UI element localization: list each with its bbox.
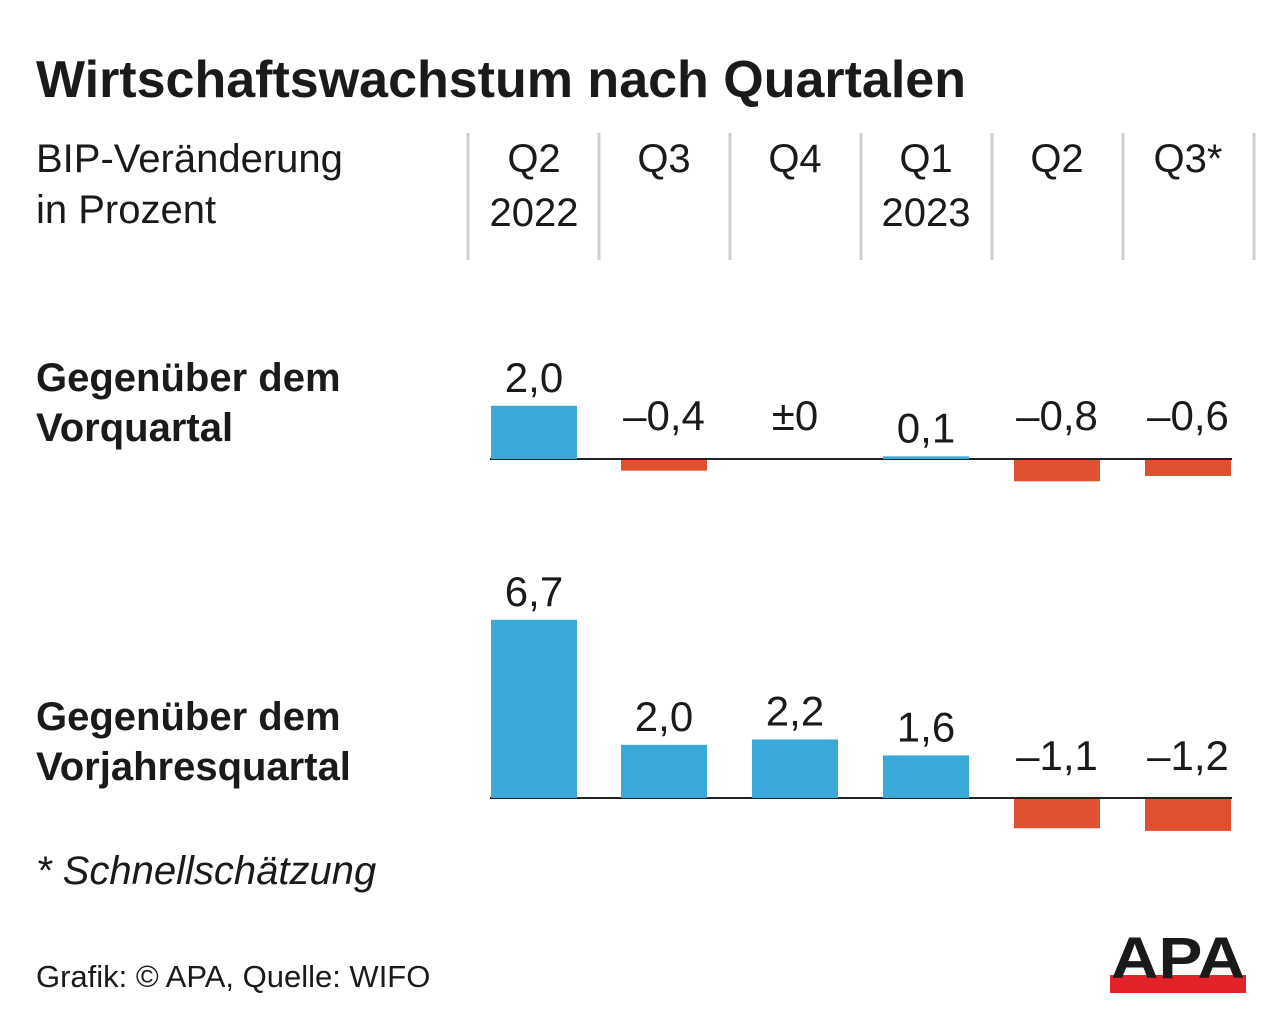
data-label: 2,2	[766, 687, 824, 734]
footnote: * Schnellschätzung	[36, 849, 376, 893]
data-label: –0,8	[1016, 392, 1098, 439]
data-label: –1,2	[1147, 732, 1229, 779]
data-label: 1,6	[897, 703, 955, 750]
panel1-title-line1: Gegenüber dem	[36, 356, 341, 400]
panel2-title-line1: Gegenüber dem	[36, 695, 341, 739]
bar	[752, 739, 838, 798]
subtitle-line2: in Prozent	[36, 188, 216, 232]
panel-1: 2,0 –0,4 ±0 0,1 –0,8 –0,6	[490, 354, 1232, 482]
panel-2: 6,7 2,0 2,2 1,6 –1,1 –1,2	[490, 568, 1232, 831]
column-header-year: 2023	[882, 191, 971, 235]
column-header-quarter: Q1	[899, 137, 952, 181]
logo-text: APA	[1111, 926, 1245, 991]
column-header-quarter: Q4	[768, 137, 821, 181]
bar	[1014, 460, 1100, 482]
panel2-title-line2: Vorjahresquartal	[36, 745, 351, 789]
bar	[491, 405, 577, 459]
column-header-quarter: Q2	[507, 137, 560, 181]
apa-logo: APA	[1110, 926, 1246, 993]
source-credit: Grafik: © APA, Quelle: WIFO	[36, 959, 430, 994]
data-label: –0,4	[623, 392, 705, 439]
data-label: –1,1	[1016, 732, 1098, 779]
column-header-year: 2022	[490, 191, 579, 235]
subtitle-line1: BIP-Veränderung	[36, 137, 343, 181]
data-label: 6,7	[505, 568, 563, 615]
data-label: ±0	[772, 392, 818, 439]
data-label: 2,0	[635, 693, 693, 740]
data-label: 0,1	[897, 404, 955, 451]
logo-red-bar	[1110, 975, 1246, 993]
bar	[1014, 799, 1100, 829]
data-label: –0,6	[1147, 392, 1229, 439]
column-header-quarter: Q2	[1030, 137, 1083, 181]
chart-title: Wirtschaftswachstum nach Quartalen	[36, 51, 966, 109]
bar	[621, 460, 707, 471]
panel1-title-line2: Vorquartal	[36, 406, 233, 450]
column-header-quarter: Q3	[637, 137, 690, 181]
bar	[1145, 460, 1231, 476]
bar	[621, 744, 707, 798]
bar	[883, 456, 969, 459]
bar	[491, 619, 577, 798]
column-header-quarter: Q3*	[1154, 137, 1223, 181]
bar	[883, 755, 969, 798]
bar	[1145, 799, 1231, 831]
data-label: 2,0	[505, 354, 563, 401]
